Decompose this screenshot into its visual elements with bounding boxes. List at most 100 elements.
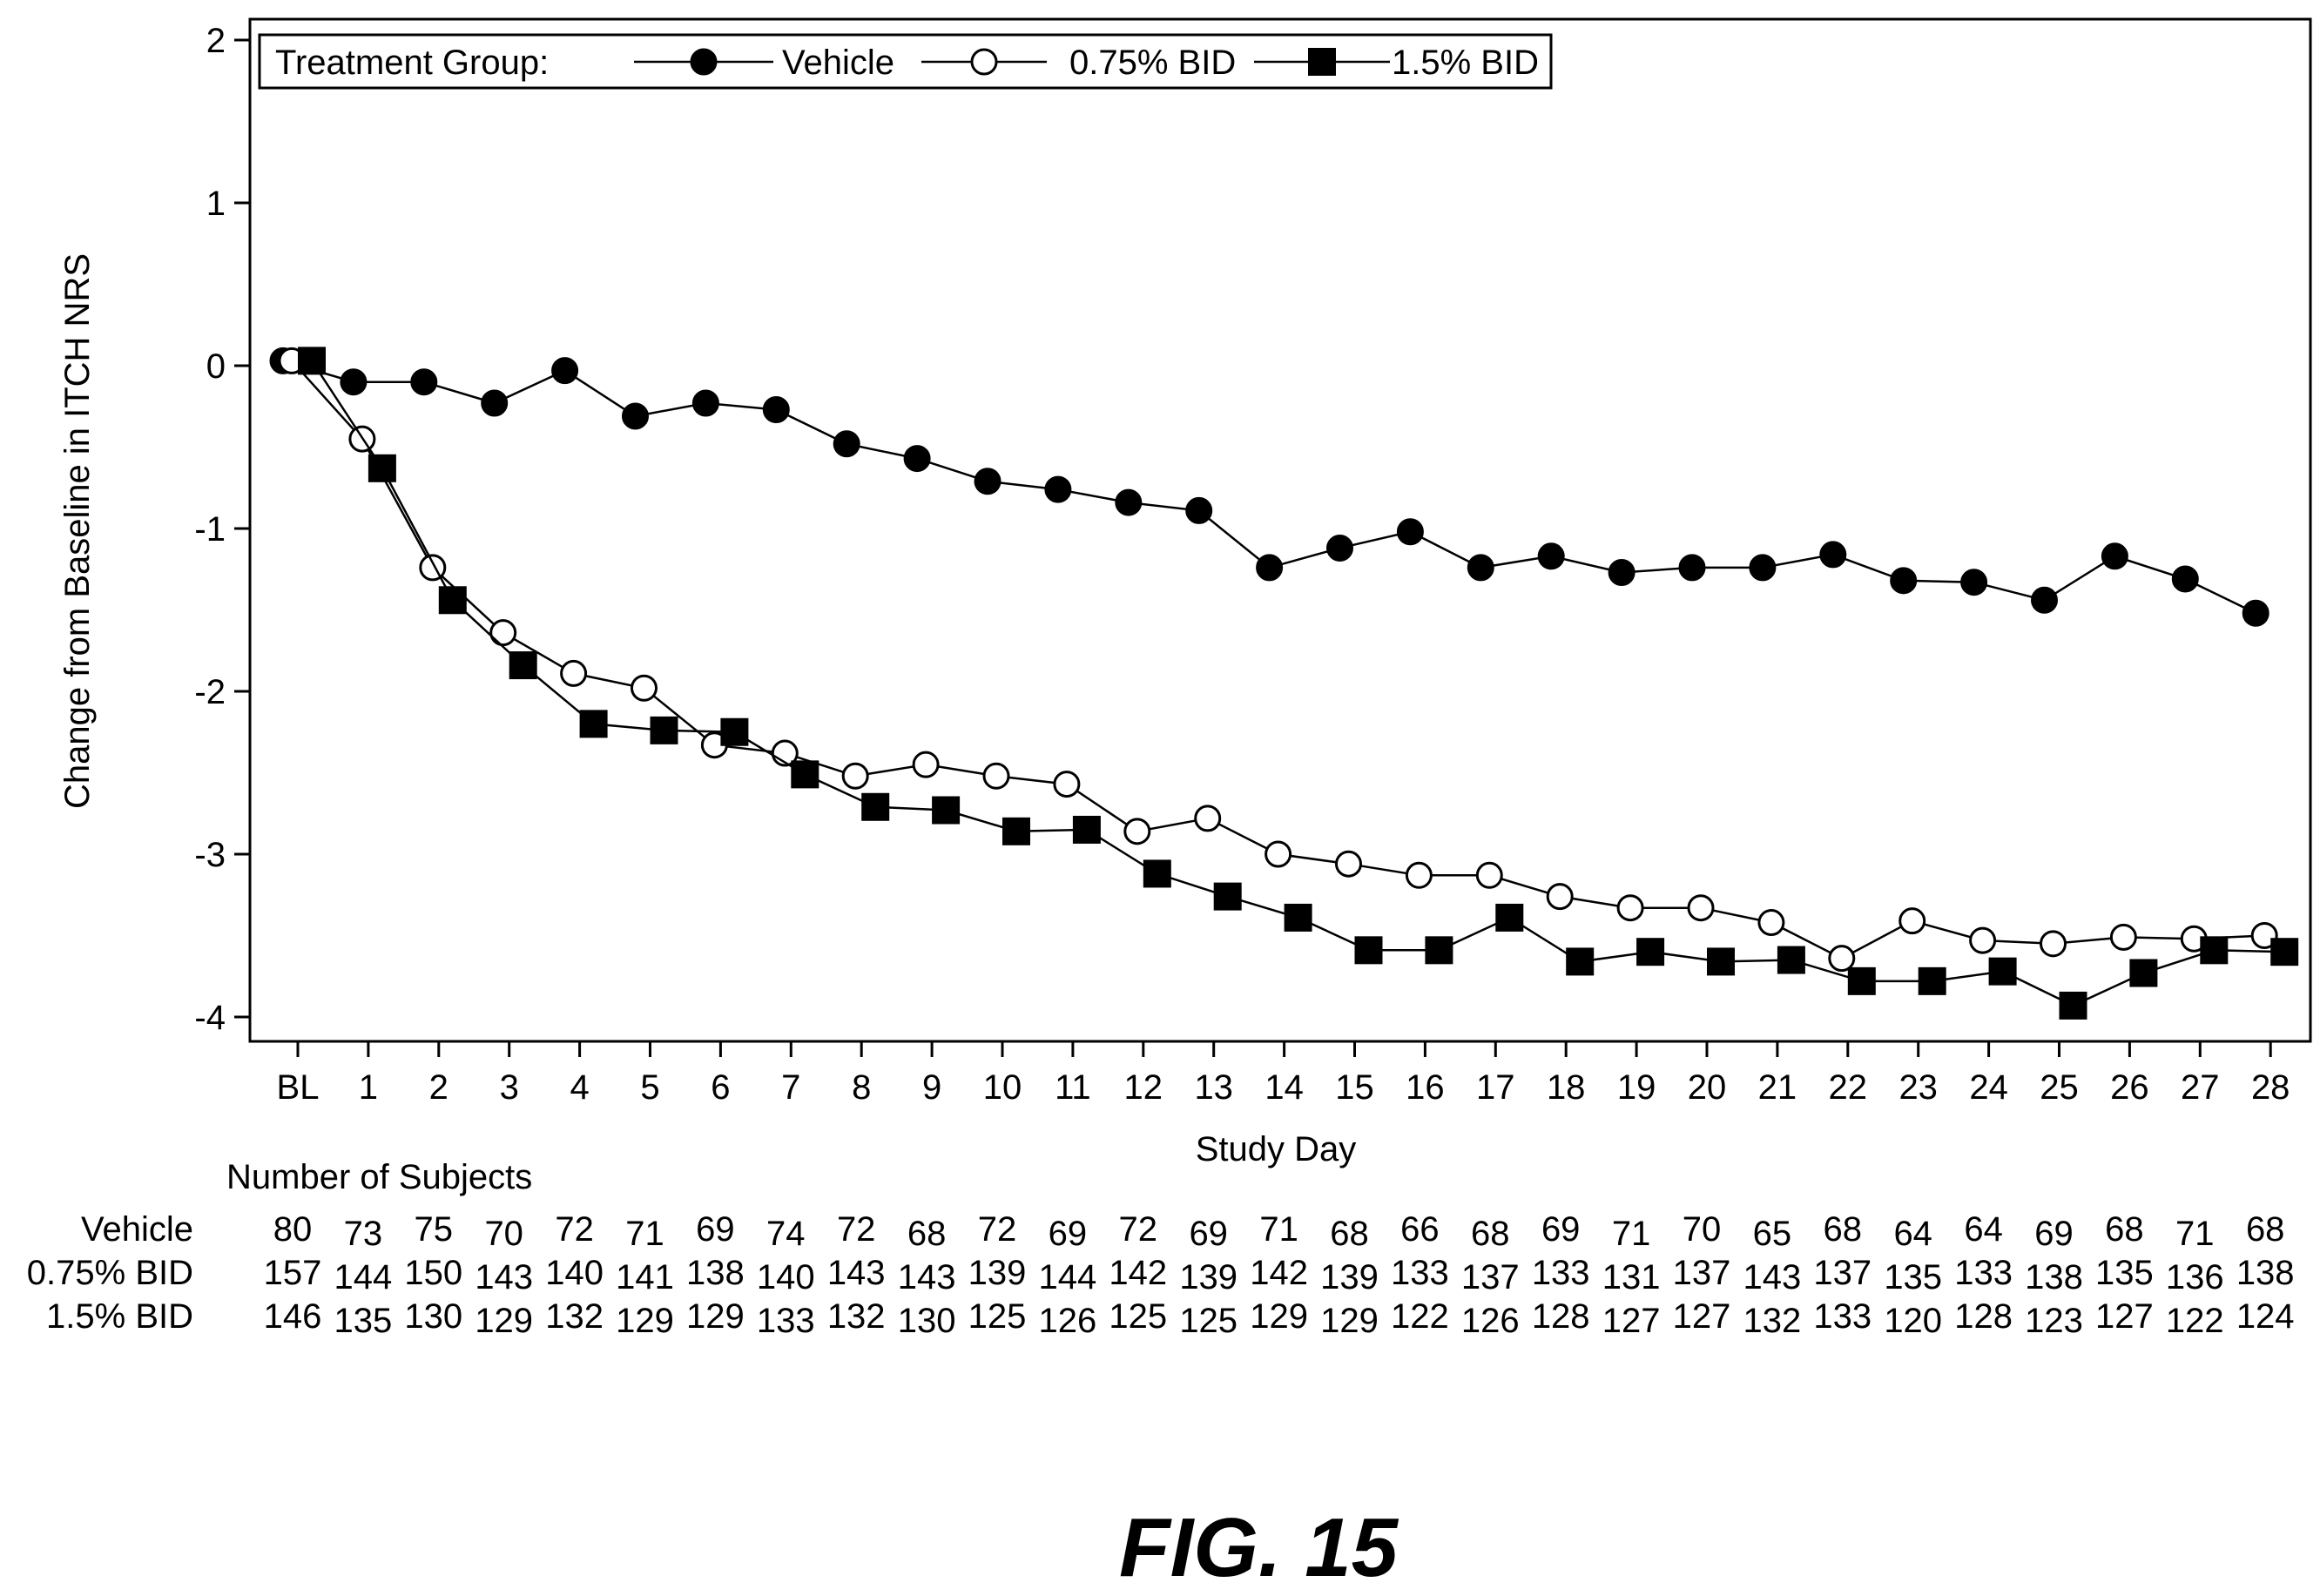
- data-point-1-5-bid: [720, 717, 749, 746]
- subject-count: 140: [757, 1258, 815, 1296]
- x-tick-label: 12: [1124, 1068, 1163, 1107]
- subject-count: 140: [545, 1254, 604, 1292]
- subject-count: 68: [1471, 1215, 1510, 1253]
- legend-entry-1-5-bid: 1.5% BID: [1254, 44, 1539, 82]
- subject-count: 138: [2025, 1258, 2083, 1296]
- subject-count: 146: [264, 1297, 322, 1336]
- subject-count: 144: [334, 1258, 393, 1296]
- subject-count: 129: [1320, 1302, 1379, 1340]
- subject-count: 133: [1532, 1254, 1590, 1292]
- data-point-vehicle: [1960, 569, 1988, 596]
- x-tick-label: 11: [1055, 1068, 1091, 1107]
- data-point-vehicle: [1185, 496, 1213, 524]
- x-tick-label: 13: [1194, 1068, 1233, 1107]
- subject-count: 68: [907, 1215, 947, 1253]
- data-point-vehicle: [2171, 565, 2199, 593]
- x-tick-label: 7: [781, 1068, 800, 1107]
- subject-count: 75: [415, 1210, 454, 1249]
- data-point-vehicle: [1115, 488, 1143, 516]
- x-tick-label: 25: [2040, 1068, 2079, 1107]
- subject-count: 136: [2166, 1258, 2224, 1296]
- subject-count: 142: [1250, 1254, 1308, 1292]
- x-tick-label: BL: [277, 1068, 320, 1107]
- data-point-1-5-bid: [1566, 947, 1595, 976]
- data-point-1-5-bid: [579, 710, 608, 738]
- x-tick-label: 17: [1476, 1068, 1515, 1107]
- legend-label: 1.5% BID: [1392, 44, 1539, 82]
- subjects-row: 1.5% BID 146 135 130 129 132 129 129 133 132 130 12…: [46, 1297, 2295, 1340]
- subject-count: 133: [1954, 1254, 2013, 1292]
- data-point-0-75-bid: [1898, 907, 1926, 935]
- subject-count: 133: [1813, 1297, 1872, 1336]
- subjects-table-title: Number of Subjects: [226, 1158, 532, 1196]
- legend-title: Treatment Group:: [275, 44, 549, 82]
- subject-count: 126: [1461, 1302, 1520, 1340]
- subject-count: 68: [1824, 1210, 1863, 1249]
- x-tick-label: 6: [711, 1068, 730, 1107]
- subject-count: 120: [1884, 1302, 1942, 1340]
- subject-count: 139: [1320, 1258, 1379, 1296]
- data-point-0-75-bid: [1335, 850, 1362, 878]
- x-tick-label: 24: [1969, 1068, 2008, 1107]
- data-point-0-75-bid: [1969, 926, 1997, 954]
- subject-count: 129: [475, 1302, 533, 1340]
- data-point-0-75-bid: [1053, 771, 1081, 798]
- x-tick-label: 20: [1688, 1068, 1727, 1107]
- data-point-0-75-bid: [1194, 805, 1222, 832]
- y-tick-label: -4: [194, 999, 226, 1037]
- x-tick-label: 26: [2110, 1068, 2149, 1107]
- subject-count: 138: [2236, 1254, 2295, 1292]
- subject-count: 132: [1743, 1302, 1802, 1340]
- data-point-1-5-bid: [1425, 936, 1453, 965]
- subject-count: 71: [1612, 1215, 1651, 1253]
- legend: Treatment Group: Vehicle 0.75% BID 1.5% BI…: [258, 33, 1553, 90]
- subject-count: 65: [1753, 1215, 1792, 1253]
- data-point-0-75-bid: [982, 762, 1010, 790]
- x-tick-label: 22: [1829, 1068, 1868, 1107]
- subjects-row-label: 1.5% BID: [46, 1297, 193, 1336]
- subject-count: 72: [978, 1210, 1017, 1249]
- subject-count: 68: [2246, 1210, 2285, 1249]
- data-point-0-75-bid: [1687, 894, 1715, 922]
- legend-marker: [1308, 48, 1336, 76]
- data-point-1-5-bid: [2270, 938, 2299, 966]
- data-point-0-75-bid: [419, 554, 447, 582]
- x-tick-label: 14: [1265, 1068, 1304, 1107]
- subject-count: 69: [1541, 1210, 1581, 1249]
- data-point-vehicle: [833, 430, 860, 458]
- data-point-0-75-bid: [2040, 930, 2067, 958]
- y-axis: 2 1 0 -1 -2 -3 -4: [194, 22, 250, 1037]
- data-point-1-5-bid: [298, 347, 326, 375]
- series-0-75-bid: [278, 347, 2278, 973]
- data-point-vehicle: [622, 402, 649, 430]
- figure-label: FIG. 15: [1119, 1501, 1399, 1594]
- x-tick-label: 5: [640, 1068, 659, 1107]
- data-point-1-5-bid: [509, 651, 537, 680]
- x-tick-label: 3: [500, 1068, 519, 1107]
- subject-count: 69: [2034, 1215, 2074, 1253]
- data-point-0-75-bid: [1546, 883, 1574, 911]
- series-line-0-75-bid: [291, 360, 2265, 960]
- subject-count: 64: [1893, 1215, 1932, 1253]
- series-1-5-bid: [298, 347, 2299, 1020]
- data-point-0-75-bid: [1123, 818, 1151, 845]
- data-point-1-5-bid: [1918, 966, 1946, 995]
- data-point-1-5-bid: [2200, 936, 2229, 965]
- x-axis: BL 1 2 3 4 5 6 7 8 9 10 11 12 13 14 15 16 17 18 19 20 21 22 23 2…: [277, 1041, 2290, 1107]
- data-point-vehicle: [481, 389, 509, 417]
- legend-marker: [970, 48, 998, 76]
- subject-count: 129: [616, 1302, 674, 1340]
- y-tick-label: -1: [194, 510, 226, 549]
- subject-count: 68: [1330, 1215, 1369, 1253]
- subject-count: 71: [2175, 1215, 2215, 1253]
- data-point-vehicle: [2101, 542, 2128, 570]
- x-tick-label: 28: [2251, 1068, 2290, 1107]
- x-tick-label: 27: [2181, 1068, 2220, 1107]
- subjects-row: Vehicle 80 73 75 70 72 71 69 74 72 68 72 69 72 69 71 68 6…: [81, 1210, 2284, 1253]
- y-tick-label: -2: [194, 673, 226, 711]
- data-point-1-5-bid: [438, 586, 467, 615]
- subject-count: 143: [1743, 1258, 1802, 1296]
- subject-count: 72: [837, 1210, 876, 1249]
- data-point-1-5-bid: [2129, 959, 2158, 987]
